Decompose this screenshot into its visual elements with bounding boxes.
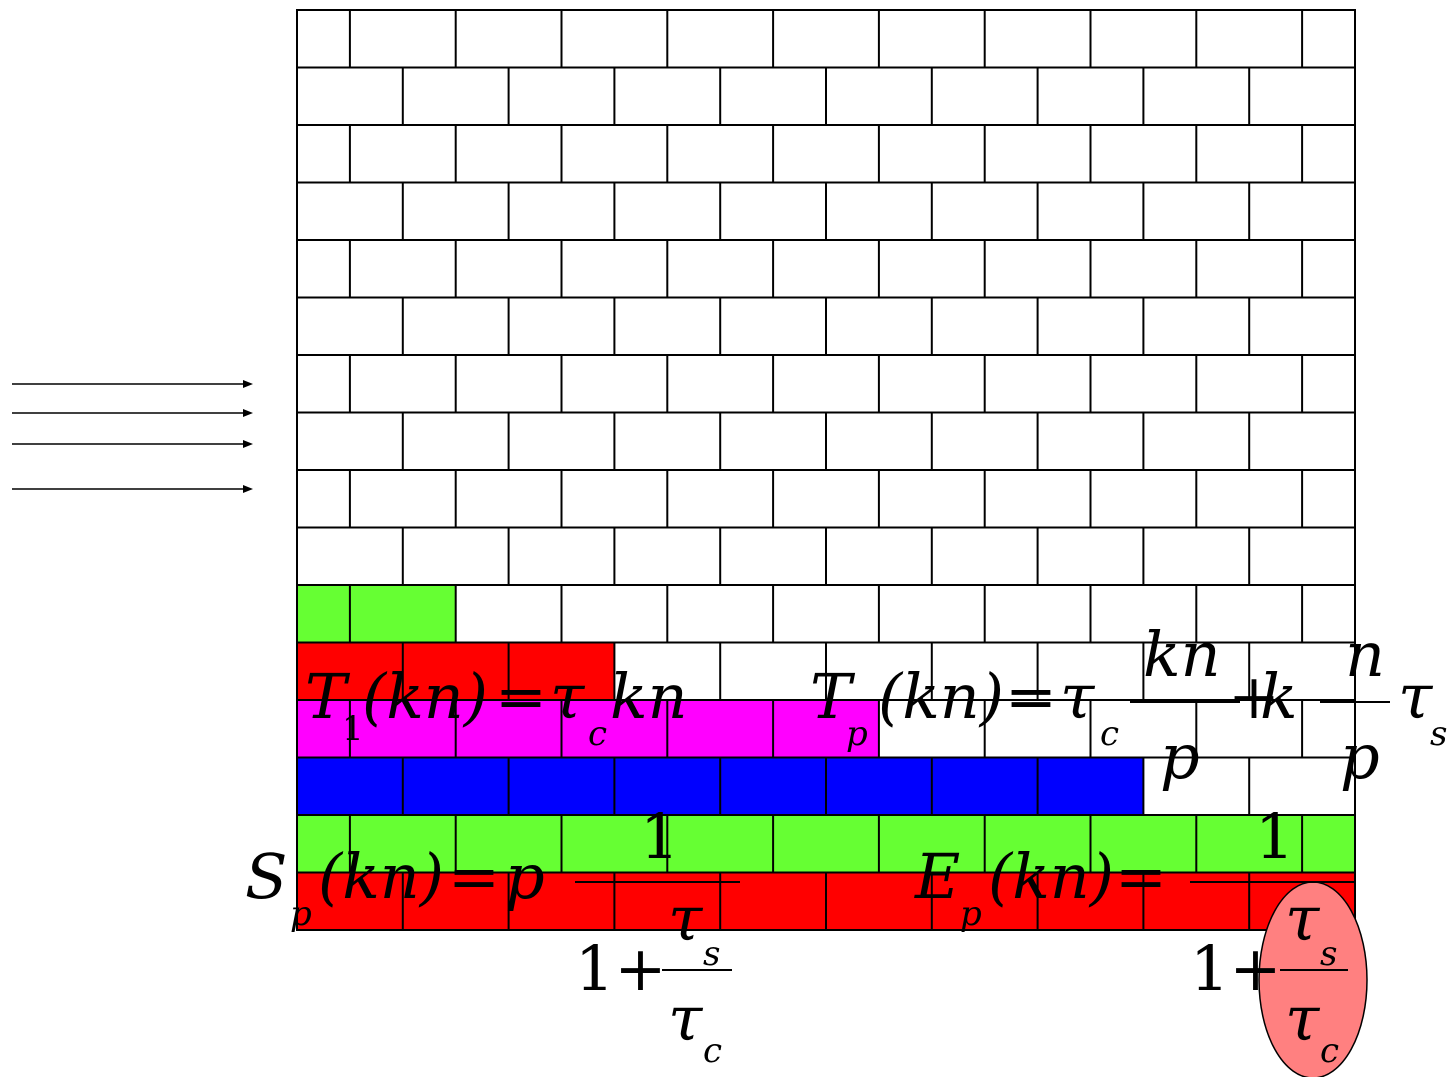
sp-symbol: S	[245, 840, 287, 913]
tp-fraction2-denominator: p	[1340, 720, 1380, 793]
arrow-right-icon	[243, 485, 253, 493]
sp-p: p	[505, 840, 545, 913]
arrow-right-icon	[243, 380, 253, 388]
sp-tau-s-subscript: s	[703, 934, 720, 974]
tp-equals: =	[1005, 660, 1057, 733]
brick-row-fill-green	[297, 585, 456, 643]
sp-numerator: 1	[640, 800, 679, 873]
ep-tau-s-subscript: s	[1320, 934, 1337, 974]
t1-tau: τ	[550, 660, 586, 733]
arrow-right-icon	[243, 440, 253, 448]
brick-row-fill-red	[297, 642, 615, 700]
formula-ep: E p (kn) = 1 1+ τ s τ c	[914, 800, 1368, 1077]
t1-subscript: 1	[342, 709, 364, 749]
tp-tau-s-subscript: s	[1430, 714, 1447, 754]
tp-subscript: p	[846, 714, 868, 754]
sp-one-plus: 1+	[575, 932, 666, 1005]
tp-tau: τ	[1060, 660, 1096, 733]
brick-wall	[296, 9, 1356, 931]
tp-k: k	[1260, 660, 1298, 733]
sp-equals: =	[448, 840, 500, 913]
arrow-right-icon	[243, 409, 253, 417]
formula-tp: T p (kn) = τ c kn p + k n p τ s	[810, 618, 1447, 793]
brick-row-fill-magenta	[297, 700, 879, 758]
tp-tau-s: τ	[1398, 660, 1434, 733]
t1-symbol: T	[305, 660, 351, 733]
ep-subscript: p	[960, 894, 982, 934]
t1-rhs: kn	[610, 660, 688, 733]
ep-argument: (kn)	[988, 840, 1114, 913]
t1-argument: (kn)	[362, 660, 488, 733]
tp-fraction-denominator: p	[1160, 720, 1200, 793]
ep-equals: =	[1115, 840, 1167, 913]
ep-numerator: 1	[1255, 800, 1294, 873]
brick-row-fill-green	[297, 815, 1355, 873]
sp-tau-c-subscript: c	[703, 1031, 722, 1071]
ep-tau-c: τ	[1285, 982, 1321, 1055]
sp-tau-c: τ	[668, 982, 704, 1055]
t1-equals: =	[495, 660, 547, 733]
incoming-arrows	[12, 380, 253, 493]
t1-tau-subscript: c	[588, 714, 607, 754]
formula-t1: T 1 (kn) = τ c kn	[305, 660, 688, 754]
ep-tau-s: τ	[1285, 882, 1321, 955]
formula-sp: S p (kn) = p 1 1+ τ s τ c	[245, 800, 740, 1071]
tp-fraction2-numerator: n	[1345, 618, 1385, 691]
ep-tau-c-subscript: c	[1320, 1031, 1339, 1071]
tp-plus: +	[1228, 660, 1280, 733]
ep-symbol: E	[914, 840, 960, 913]
sp-tau-s: τ	[668, 882, 704, 955]
sp-argument: (kn)	[318, 840, 444, 913]
sp-subscript: p	[290, 894, 312, 934]
ep-one-plus: 1+	[1190, 932, 1281, 1005]
tp-tau-subscript: c	[1100, 714, 1119, 754]
tp-argument: (kn)	[878, 660, 1004, 733]
tp-fraction-numerator: kn	[1143, 618, 1221, 691]
tp-symbol: T	[810, 660, 856, 733]
